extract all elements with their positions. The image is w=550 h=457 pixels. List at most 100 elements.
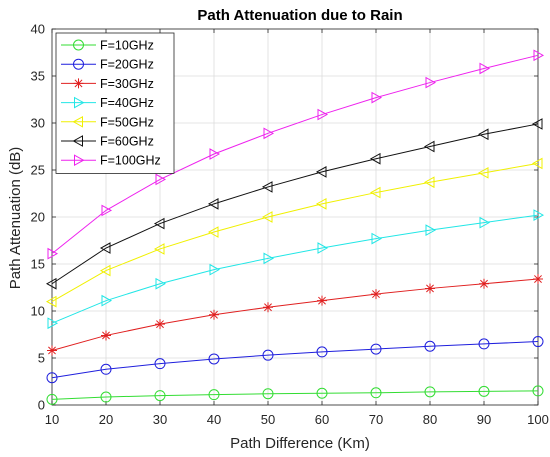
data-point-marker xyxy=(371,91,383,104)
y-tick-label: 5 xyxy=(38,351,45,366)
series-line xyxy=(51,341,539,379)
series-line xyxy=(51,214,539,324)
data-point-marker xyxy=(155,277,167,290)
data-point-marker xyxy=(99,242,111,254)
data-point-marker xyxy=(209,148,221,160)
series-f-100ghz xyxy=(47,49,545,260)
legend-marker xyxy=(73,78,84,89)
data-point-marker xyxy=(533,274,543,285)
chart-title: Path Attenuation due to Rain xyxy=(197,7,402,24)
data-point-marker xyxy=(263,252,275,265)
x-tick-label: 10 xyxy=(45,412,59,427)
data-point-marker xyxy=(155,173,167,186)
legend-marker xyxy=(73,58,84,70)
data-point-marker xyxy=(101,330,111,341)
x-axis-label: Path Difference (Km) xyxy=(230,435,370,452)
data-point-marker xyxy=(370,343,382,355)
series-line xyxy=(51,278,539,351)
data-point-marker xyxy=(425,224,437,237)
y-axis: 0 5 10 15 20 25 30 35 40 xyxy=(31,22,538,413)
data-point-marker xyxy=(153,217,165,230)
data-point-marker xyxy=(155,319,165,330)
legend-marker xyxy=(72,135,83,147)
data-point-marker xyxy=(369,186,381,199)
series-f-50ghz xyxy=(45,157,543,308)
data-point-marker xyxy=(154,390,166,402)
series-f-10ghz xyxy=(46,385,544,405)
data-point-marker xyxy=(315,166,327,178)
legend-label: F=10GHz xyxy=(100,39,154,53)
data-point-marker xyxy=(317,295,327,306)
data-point-marker xyxy=(425,283,435,294)
legend-item: F=10GHz xyxy=(61,39,154,53)
data-point-marker xyxy=(533,49,545,62)
legend-label: F=30GHz xyxy=(100,77,154,91)
data-point-marker xyxy=(316,346,328,358)
y-tick-label: 10 xyxy=(31,304,45,319)
data-point-marker xyxy=(99,264,111,277)
data-point-marker xyxy=(46,393,58,405)
legend-marker xyxy=(74,154,85,167)
data-point-marker xyxy=(479,216,491,229)
y-tick-label: 40 xyxy=(31,22,45,37)
data-point-marker xyxy=(100,391,112,403)
data-point-marker xyxy=(209,263,221,276)
data-point-marker xyxy=(45,295,57,308)
y-tick-label: 0 xyxy=(38,398,45,413)
legend-marker xyxy=(74,96,85,109)
legend-item: F=50GHz xyxy=(61,115,154,129)
y-tick-label: 25 xyxy=(31,163,45,178)
x-tick-label: 30 xyxy=(153,412,167,427)
series-f-30ghz xyxy=(47,274,543,356)
data-point-marker xyxy=(533,209,545,221)
data-point-marker xyxy=(424,386,436,398)
data-point-marker xyxy=(477,128,489,141)
data-point-marker xyxy=(425,76,437,89)
data-point-marker xyxy=(47,317,59,330)
legend-marker xyxy=(73,39,84,51)
series-line xyxy=(51,390,539,400)
data-point-marker xyxy=(316,387,328,399)
data-point-marker xyxy=(263,127,275,140)
data-point-marker xyxy=(532,385,544,397)
y-tick-label: 35 xyxy=(31,69,45,84)
data-point-marker xyxy=(317,108,329,121)
data-point-marker xyxy=(261,211,273,223)
data-point-marker xyxy=(423,176,435,189)
x-tick-label: 50 xyxy=(261,412,275,427)
y-tick-label: 15 xyxy=(31,257,45,272)
legend-marker xyxy=(72,115,83,128)
data-point-marker xyxy=(47,345,57,356)
data-point-marker xyxy=(371,232,383,245)
x-tick-label: 70 xyxy=(369,412,383,427)
legend-item: F=30GHz xyxy=(61,77,154,91)
data-point-marker xyxy=(423,140,435,153)
legend-item: F=60GHz xyxy=(61,135,154,149)
data-point-marker xyxy=(478,338,490,350)
legend-label: F=20GHz xyxy=(100,58,154,72)
data-point-marker xyxy=(263,302,273,313)
data-point-marker xyxy=(479,278,489,289)
data-point-marker xyxy=(208,389,220,401)
x-tick-label: 20 xyxy=(99,412,113,427)
series-line xyxy=(51,162,539,303)
data-point-marker xyxy=(262,388,274,400)
legend: F=10GHz F=20GHz F=30GHz F=40GHz F=50GHz F=60G… xyxy=(55,32,175,174)
data-point-marker xyxy=(370,387,382,399)
series-line xyxy=(51,54,539,255)
data-point-marker xyxy=(479,62,491,75)
data-point-marker xyxy=(45,277,57,290)
data-point-marker xyxy=(262,349,274,361)
legend-label: F=60GHz xyxy=(100,135,154,149)
data-point-marker xyxy=(531,157,543,170)
data-point-marker xyxy=(317,242,329,254)
data-point-marker xyxy=(209,309,219,320)
data-point-marker xyxy=(47,247,59,260)
y-tick-label: 30 xyxy=(31,116,45,131)
legend-item: F=40GHz xyxy=(61,96,154,110)
legend-item: F=100GHz xyxy=(61,154,161,168)
series-group xyxy=(45,49,545,405)
data-point-marker xyxy=(46,372,58,384)
data-point-marker xyxy=(532,336,544,348)
legend-label: F=40GHz xyxy=(100,96,154,110)
